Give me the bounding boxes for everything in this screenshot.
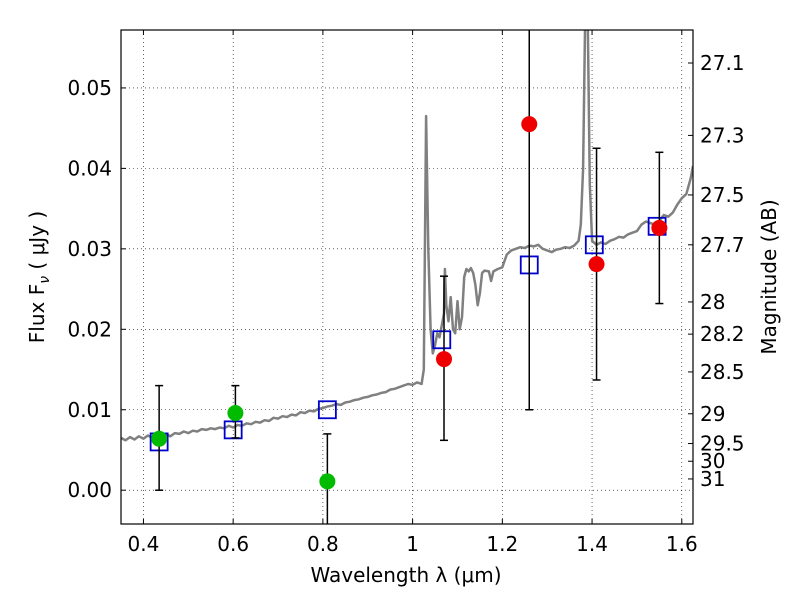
y-tick-label: 0.04 xyxy=(67,156,112,180)
y-tick-label: 0.05 xyxy=(67,76,112,100)
data-point-marker xyxy=(227,404,244,421)
data-point-marker xyxy=(588,256,605,273)
x-tick-label: 0.4 xyxy=(128,532,160,556)
data-point-marker xyxy=(151,430,168,447)
y2-tick-label: 27.7 xyxy=(700,233,745,257)
spectrum-line xyxy=(121,30,693,442)
y2-tick-label: 30 xyxy=(700,449,725,473)
x-axis-label: Wavelength λ (μm) xyxy=(310,563,501,587)
y-axis-label: Flux Fν ( μJy ) xyxy=(25,211,53,343)
y2-tick-label: 28 xyxy=(700,290,725,314)
data-point-marker xyxy=(319,473,336,490)
y-tick-label: 0.02 xyxy=(67,317,112,341)
x-tick-label: 0.6 xyxy=(217,532,249,556)
y-axis-label-subscript: ν xyxy=(37,276,53,284)
y-axis-label-unit: ( μJy ) xyxy=(25,211,49,276)
error-bars xyxy=(151,30,668,524)
model-square-marker xyxy=(432,330,452,350)
x-tick-label: 1.6 xyxy=(666,532,698,556)
y2-axis-label: Magnitude (AB) xyxy=(757,199,781,354)
y-tick-label: 0.00 xyxy=(67,478,112,502)
plot-frame xyxy=(120,29,694,525)
y2-tick-label: 29.5 xyxy=(700,432,745,456)
y2-tick-label: 27.1 xyxy=(700,51,745,75)
axis-ticks: 0.4 0.6 0.8 1 1.2 1.4 1.6 0.00 0.01 0.02 0.03 0.04 0… xyxy=(67,30,745,556)
y2-tick-label: 29 xyxy=(700,402,725,426)
x-tick-label: 1.4 xyxy=(576,532,608,556)
y2-tick-label: 27.5 xyxy=(700,183,745,207)
y2-tick-label: 28.2 xyxy=(700,322,745,346)
x-tick-label: 0.8 xyxy=(307,532,339,556)
y-tick-label: 0.03 xyxy=(67,237,112,261)
plot-background xyxy=(121,30,693,524)
x-tick-label: 1 xyxy=(406,532,419,556)
y2-tick-label: 28.5 xyxy=(700,360,745,384)
y-tick-label: 0.01 xyxy=(67,398,112,422)
x-tick-label: 1.2 xyxy=(486,532,518,556)
data-point-marker xyxy=(521,116,538,133)
data-point-marker xyxy=(436,351,453,368)
y2-tick-label: 27.3 xyxy=(700,123,745,147)
y2-tick-label: 31 xyxy=(700,467,725,491)
y-axis-label-main: Flux F xyxy=(25,284,49,343)
grid-lines xyxy=(121,30,693,524)
model-square-marker xyxy=(317,400,337,420)
data-point-marker xyxy=(651,219,668,236)
model-square-marker xyxy=(584,235,604,255)
